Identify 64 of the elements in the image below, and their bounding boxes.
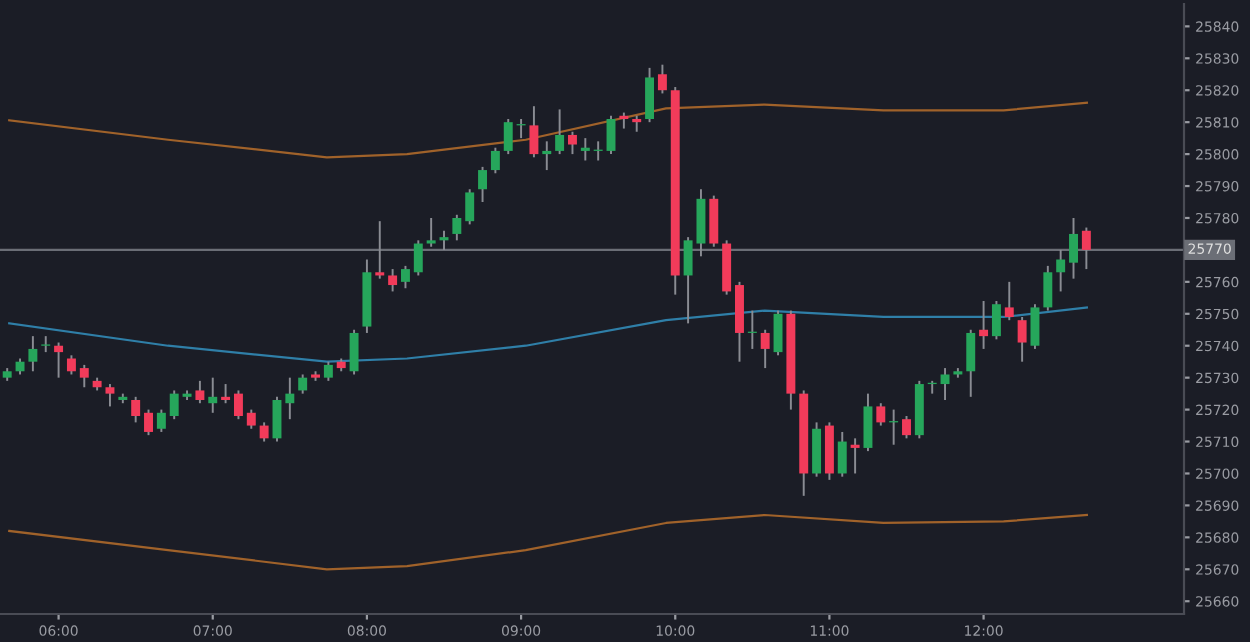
candlestick <box>940 367 950 401</box>
line-series <box>8 513 1088 571</box>
candlestick <box>285 376 295 421</box>
candlestick <box>657 63 667 95</box>
candlestick <box>529 105 539 159</box>
candlestick <box>709 194 719 248</box>
candlestick <box>195 379 205 405</box>
candlestick <box>79 363 89 389</box>
candlestick <box>1043 264 1053 312</box>
candlestick <box>349 328 359 376</box>
candlestick <box>478 165 488 203</box>
candlestick <box>542 140 552 172</box>
candlestick <box>298 373 308 395</box>
candlestick <box>156 408 166 433</box>
line-series <box>8 101 1088 159</box>
candlestick <box>606 114 616 156</box>
candlestick <box>221 383 231 405</box>
candlestick <box>323 360 333 382</box>
candlestick <box>1004 280 1014 322</box>
candlestick <box>979 300 989 350</box>
candlestick <box>105 383 115 408</box>
candlestick <box>568 130 577 156</box>
candlestick <box>902 415 911 440</box>
candlestick <box>426 217 436 248</box>
candlestick <box>28 335 38 373</box>
candlestick <box>400 264 410 290</box>
candlestick <box>233 389 243 421</box>
candlestick <box>812 421 822 478</box>
candlestick <box>773 309 783 357</box>
candlestick <box>66 354 76 376</box>
candlestick <box>555 108 565 156</box>
candlestick <box>375 220 385 280</box>
candlestick <box>413 239 423 277</box>
candlestick <box>169 389 179 421</box>
candlestick <box>863 392 873 453</box>
candlestick <box>452 213 462 242</box>
candlestick <box>41 335 51 354</box>
candlestick <box>991 300 1001 341</box>
line-series <box>8 306 1088 363</box>
candlestick <box>208 376 218 414</box>
candlestick <box>1017 316 1027 363</box>
candlestick <box>760 328 770 370</box>
candlestick <box>1030 303 1040 350</box>
candlestick <box>850 437 860 475</box>
candlestick <box>824 421 834 481</box>
candlestick <box>837 430 847 478</box>
candlestick <box>259 421 269 443</box>
candlestick <box>388 268 398 293</box>
candlestick <box>580 137 590 162</box>
candlestick <box>735 280 744 363</box>
candlestick <box>1081 226 1091 271</box>
candlestick <box>722 239 732 296</box>
candlestick <box>1056 248 1066 293</box>
candlestick <box>131 395 141 424</box>
candlestick <box>490 146 500 175</box>
candlestick <box>246 408 256 430</box>
candlestick <box>645 66 655 124</box>
candlestick <box>1069 217 1078 280</box>
candlestick <box>503 118 513 156</box>
candlestick <box>876 402 886 427</box>
candlestick <box>465 188 475 226</box>
candlestick <box>144 408 153 437</box>
candlestick <box>966 328 976 398</box>
candlestick <box>54 341 64 379</box>
